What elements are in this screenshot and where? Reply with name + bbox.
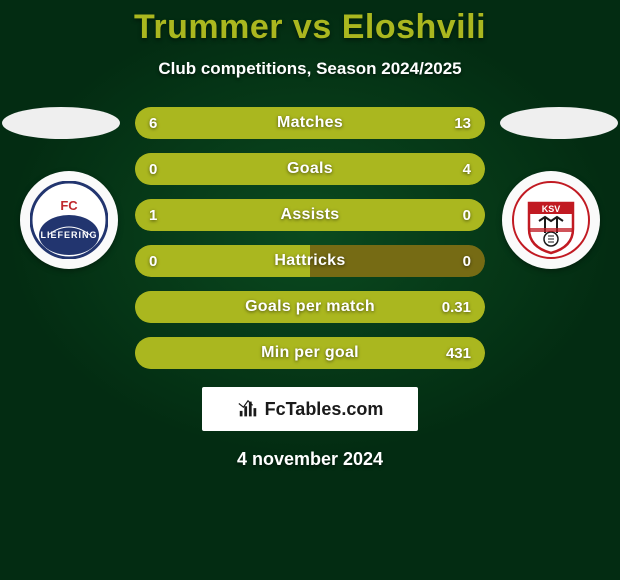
club-crest-left: FC LIEFERING — [20, 171, 118, 269]
stat-bar: 10Assists — [135, 199, 485, 231]
shield-icon: KSV — [512, 181, 590, 259]
stat-bar: 00Hattricks — [135, 245, 485, 277]
bar-label: Matches — [135, 107, 485, 139]
shield-icon: FC LIEFERING — [30, 181, 108, 259]
club-crest-left-inner: FC LIEFERING — [30, 181, 108, 259]
country-flag-right — [500, 107, 618, 139]
chart-bars-icon — [237, 398, 259, 420]
subtitle: Club competitions, Season 2024/2025 — [0, 59, 620, 79]
watermark-text: FcTables.com — [265, 399, 384, 420]
bar-label: Goals — [135, 153, 485, 185]
bar-label: Goals per match — [135, 291, 485, 323]
generated-date: 4 november 2024 — [0, 449, 620, 470]
country-flag-left — [2, 107, 120, 139]
svg-text:KSV: KSV — [542, 204, 561, 214]
watermark[interactable]: FcTables.com — [202, 387, 418, 431]
club-crest-right-inner: KSV — [512, 181, 590, 259]
bar-label: Min per goal — [135, 337, 485, 369]
stat-bar: 04Goals — [135, 153, 485, 185]
bar-label: Hattricks — [135, 245, 485, 277]
bar-label: Assists — [135, 199, 485, 231]
svg-text:FC: FC — [60, 198, 78, 213]
comparison-card: Trummer vs Eloshvili Club competitions, … — [0, 0, 620, 580]
chart-area: FC LIEFERING KSV 613Mat — [0, 107, 620, 367]
club-crest-right: KSV — [502, 171, 600, 269]
stat-bar: 431Min per goal — [135, 337, 485, 369]
page-title: Trummer vs Eloshvili — [0, 8, 620, 47]
svg-text:LIEFERING: LIEFERING — [40, 230, 97, 240]
stat-bar: 613Matches — [135, 107, 485, 139]
stat-bar: 0.31Goals per match — [135, 291, 485, 323]
stat-bars: 613Matches 04Goals 10Assists 00Hattricks 0.3… — [135, 107, 485, 369]
